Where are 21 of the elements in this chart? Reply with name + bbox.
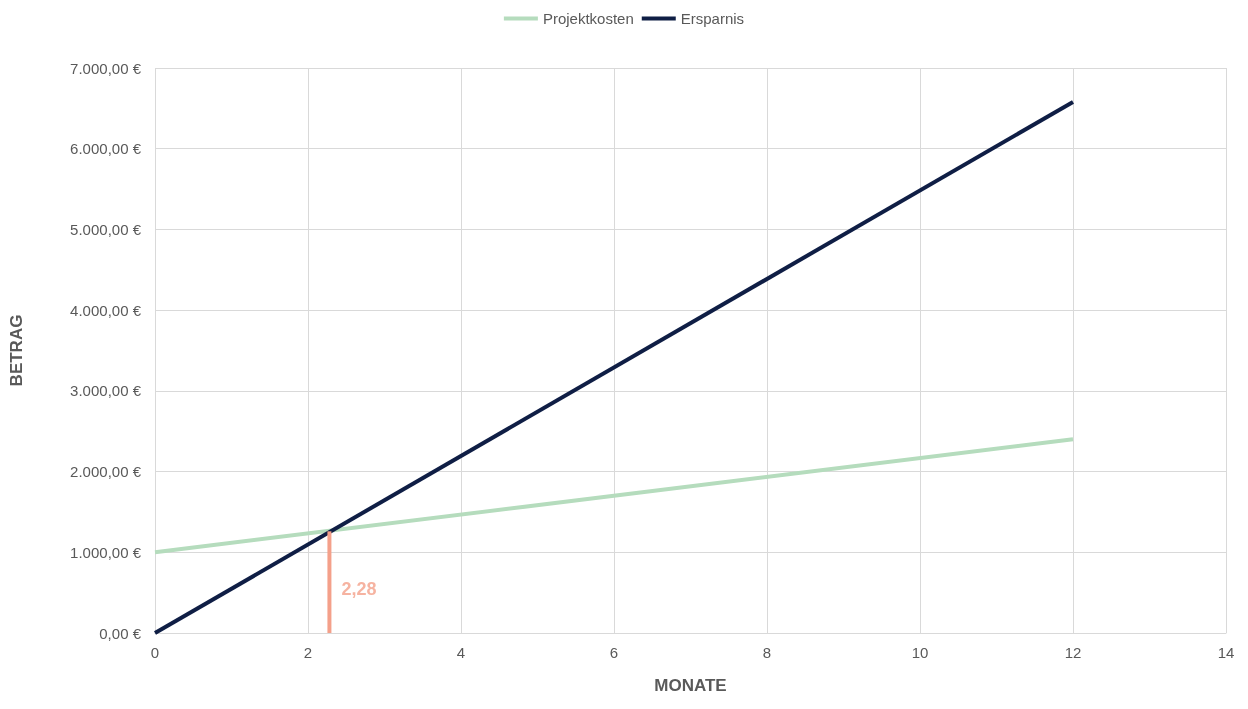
y-tick-label: 1.000,00 € <box>70 543 142 561</box>
legend-label: Projektkosten <box>542 10 634 27</box>
x-axis-title: MONATE <box>654 676 727 695</box>
x-tick-label: 4 <box>456 644 466 661</box>
x-tick-label: 8 <box>762 644 772 661</box>
y-tick-label: 5.000,00 € <box>70 220 142 238</box>
y-tick-label: 0,00 € <box>99 624 142 642</box>
y-tick-label: 7.000,00 € <box>70 59 142 77</box>
x-tick-label: 0 <box>150 644 160 661</box>
x-tick-label: 10 <box>911 644 929 661</box>
annotation: 2,28 <box>341 578 377 599</box>
y-tick-label: 3.000,00 € <box>70 382 142 400</box>
x-tick-label: 6 <box>609 644 619 661</box>
x-tick-label: 14 <box>1217 644 1235 661</box>
legend-label: Ersparnis <box>680 10 745 27</box>
y-tick-label: 2.000,00 € <box>70 463 142 481</box>
y-tick-label: 4.000,00 € <box>70 301 142 319</box>
y-axis-title: BETRAG <box>7 314 26 387</box>
y-tick-label: 6.000,00 € <box>70 140 142 158</box>
x-tick-label: 2 <box>303 644 313 661</box>
x-tick-label: 12 <box>1064 644 1082 661</box>
